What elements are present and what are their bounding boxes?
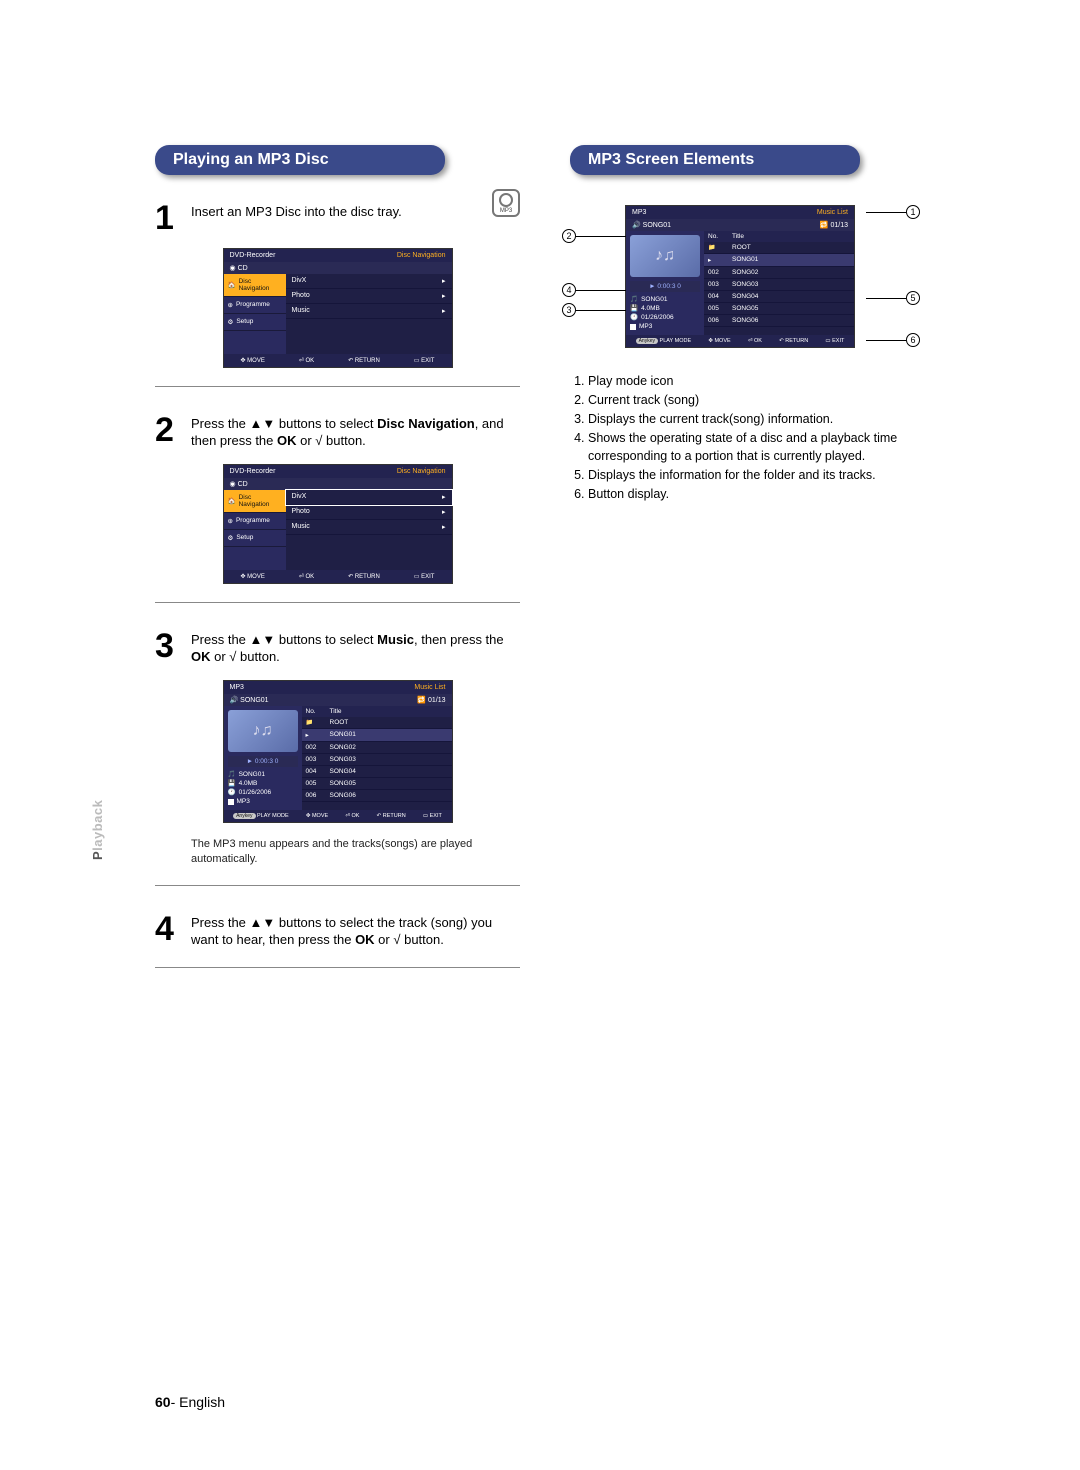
left-column: Playing an MP3 Disc MP3 1 Insert an MP3 … — [155, 145, 520, 968]
step-3: 3 Press the ▲▼ buttons to select Music, … — [155, 631, 520, 666]
step-text: Insert an MP3 Disc into the disc tray. — [191, 203, 402, 234]
osd-music-list: MP3Music List 🔊 SONG01🔁 01/13 ♪♫ ► 0:00:… — [223, 680, 453, 823]
section-header-playing: Playing an MP3 Disc — [155, 145, 445, 175]
mp3-badge: MP3 — [492, 189, 520, 217]
side-item: ⊕Programme — [224, 297, 286, 314]
explanation-list: Play mode icon Current track (song) Disp… — [570, 372, 935, 503]
step-num: 1 — [155, 203, 181, 234]
disc-icon — [499, 193, 513, 207]
osd-disc-nav-2: DVD-RecorderDisc Navigation ◉ CD 🏠Disc N… — [223, 464, 453, 584]
side-tab: Playback — [90, 800, 105, 860]
step-2: 2 Press the ▲▼ buttons to select Disc Na… — [155, 415, 520, 450]
right-column: MP3 Screen Elements 1 2 4 3 5 6 MP3Music… — [570, 145, 935, 968]
album-art-icon: ♪♫ — [228, 710, 298, 752]
page-footer: 60- English — [155, 1394, 225, 1410]
osd-annotated: MP3Music List 🔊 SONG01🔁 01/13 ♪♫ ► 0:00:… — [625, 205, 855, 348]
osd-disc-nav-1: DVD-RecorderDisc Navigation ◉ CD 🏠Disc N… — [223, 248, 453, 368]
side-item: 🏠Disc Navigation — [224, 274, 286, 297]
step-4: 4 Press the ▲▼ buttons to select the tra… — [155, 914, 520, 949]
annotated-diagram: 1 2 4 3 5 6 MP3Music List 🔊 SONG01🔁 01/1… — [570, 205, 910, 348]
side-item: ⚙Setup — [224, 314, 286, 331]
step-1: 1 Insert an MP3 Disc into the disc tray. — [155, 203, 520, 234]
section-header-elements: MP3 Screen Elements — [570, 145, 860, 175]
step3-note: The MP3 menu appears and the tracks(song… — [191, 837, 520, 867]
